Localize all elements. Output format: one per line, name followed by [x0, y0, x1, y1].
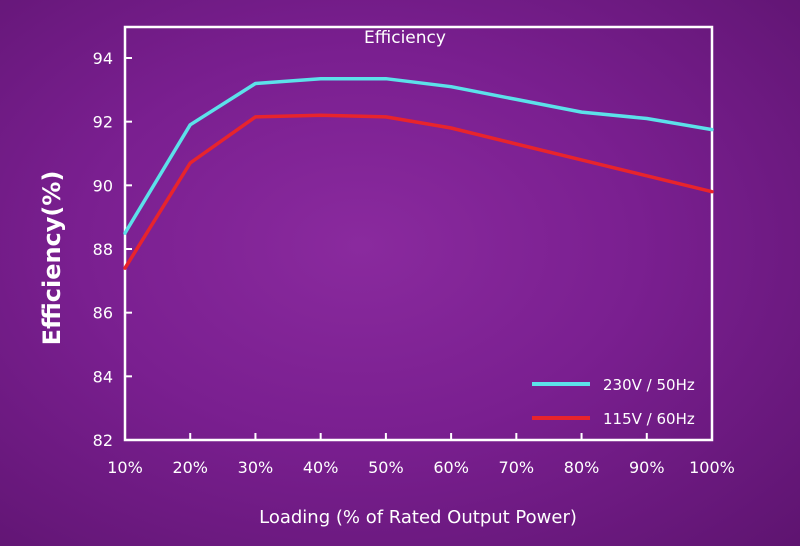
x-tick-label: 80% [564, 458, 600, 477]
y-tick-label: 90 [93, 176, 113, 195]
x-tick-label: 50% [368, 458, 404, 477]
legend-label: 115V / 60Hz [603, 410, 695, 428]
x-axis-ticks: 10% 20% 30% 40% 50% 60% 70% 80% 90% 100% [107, 433, 735, 477]
x-tick-label: 30% [238, 458, 274, 477]
legend-label: 230V / 50Hz [603, 376, 695, 394]
x-tick-label: 100% [689, 458, 735, 477]
series-line-0 [123, 76, 714, 235]
x-tick-label: 10% [107, 458, 143, 477]
y-tick-label: 94 [93, 49, 113, 68]
y-tick-label: 86 [93, 304, 113, 323]
y-axis-ticks: 82 84 86 88 90 92 94 [93, 49, 132, 450]
series-line-1 [123, 113, 714, 270]
x-tick-label: 60% [433, 458, 469, 477]
y-tick-label: 84 [93, 367, 113, 386]
x-axis-label: Loading (% of Rated Output Power) [259, 507, 577, 528]
y-tick-label: 82 [93, 431, 113, 450]
chart-title: Efficiency [364, 28, 446, 48]
x-tick-label: 70% [499, 458, 535, 477]
y-tick-label: 92 [93, 113, 113, 132]
legend: 230V / 50Hz 115V / 60Hz [532, 376, 695, 428]
series-lines [123, 76, 714, 270]
x-tick-label: 90% [629, 458, 665, 477]
y-axis-label: Efficiency(%) [38, 171, 66, 346]
y-tick-label: 88 [93, 240, 113, 259]
x-tick-label: 40% [303, 458, 339, 477]
x-tick-label: 20% [172, 458, 208, 477]
